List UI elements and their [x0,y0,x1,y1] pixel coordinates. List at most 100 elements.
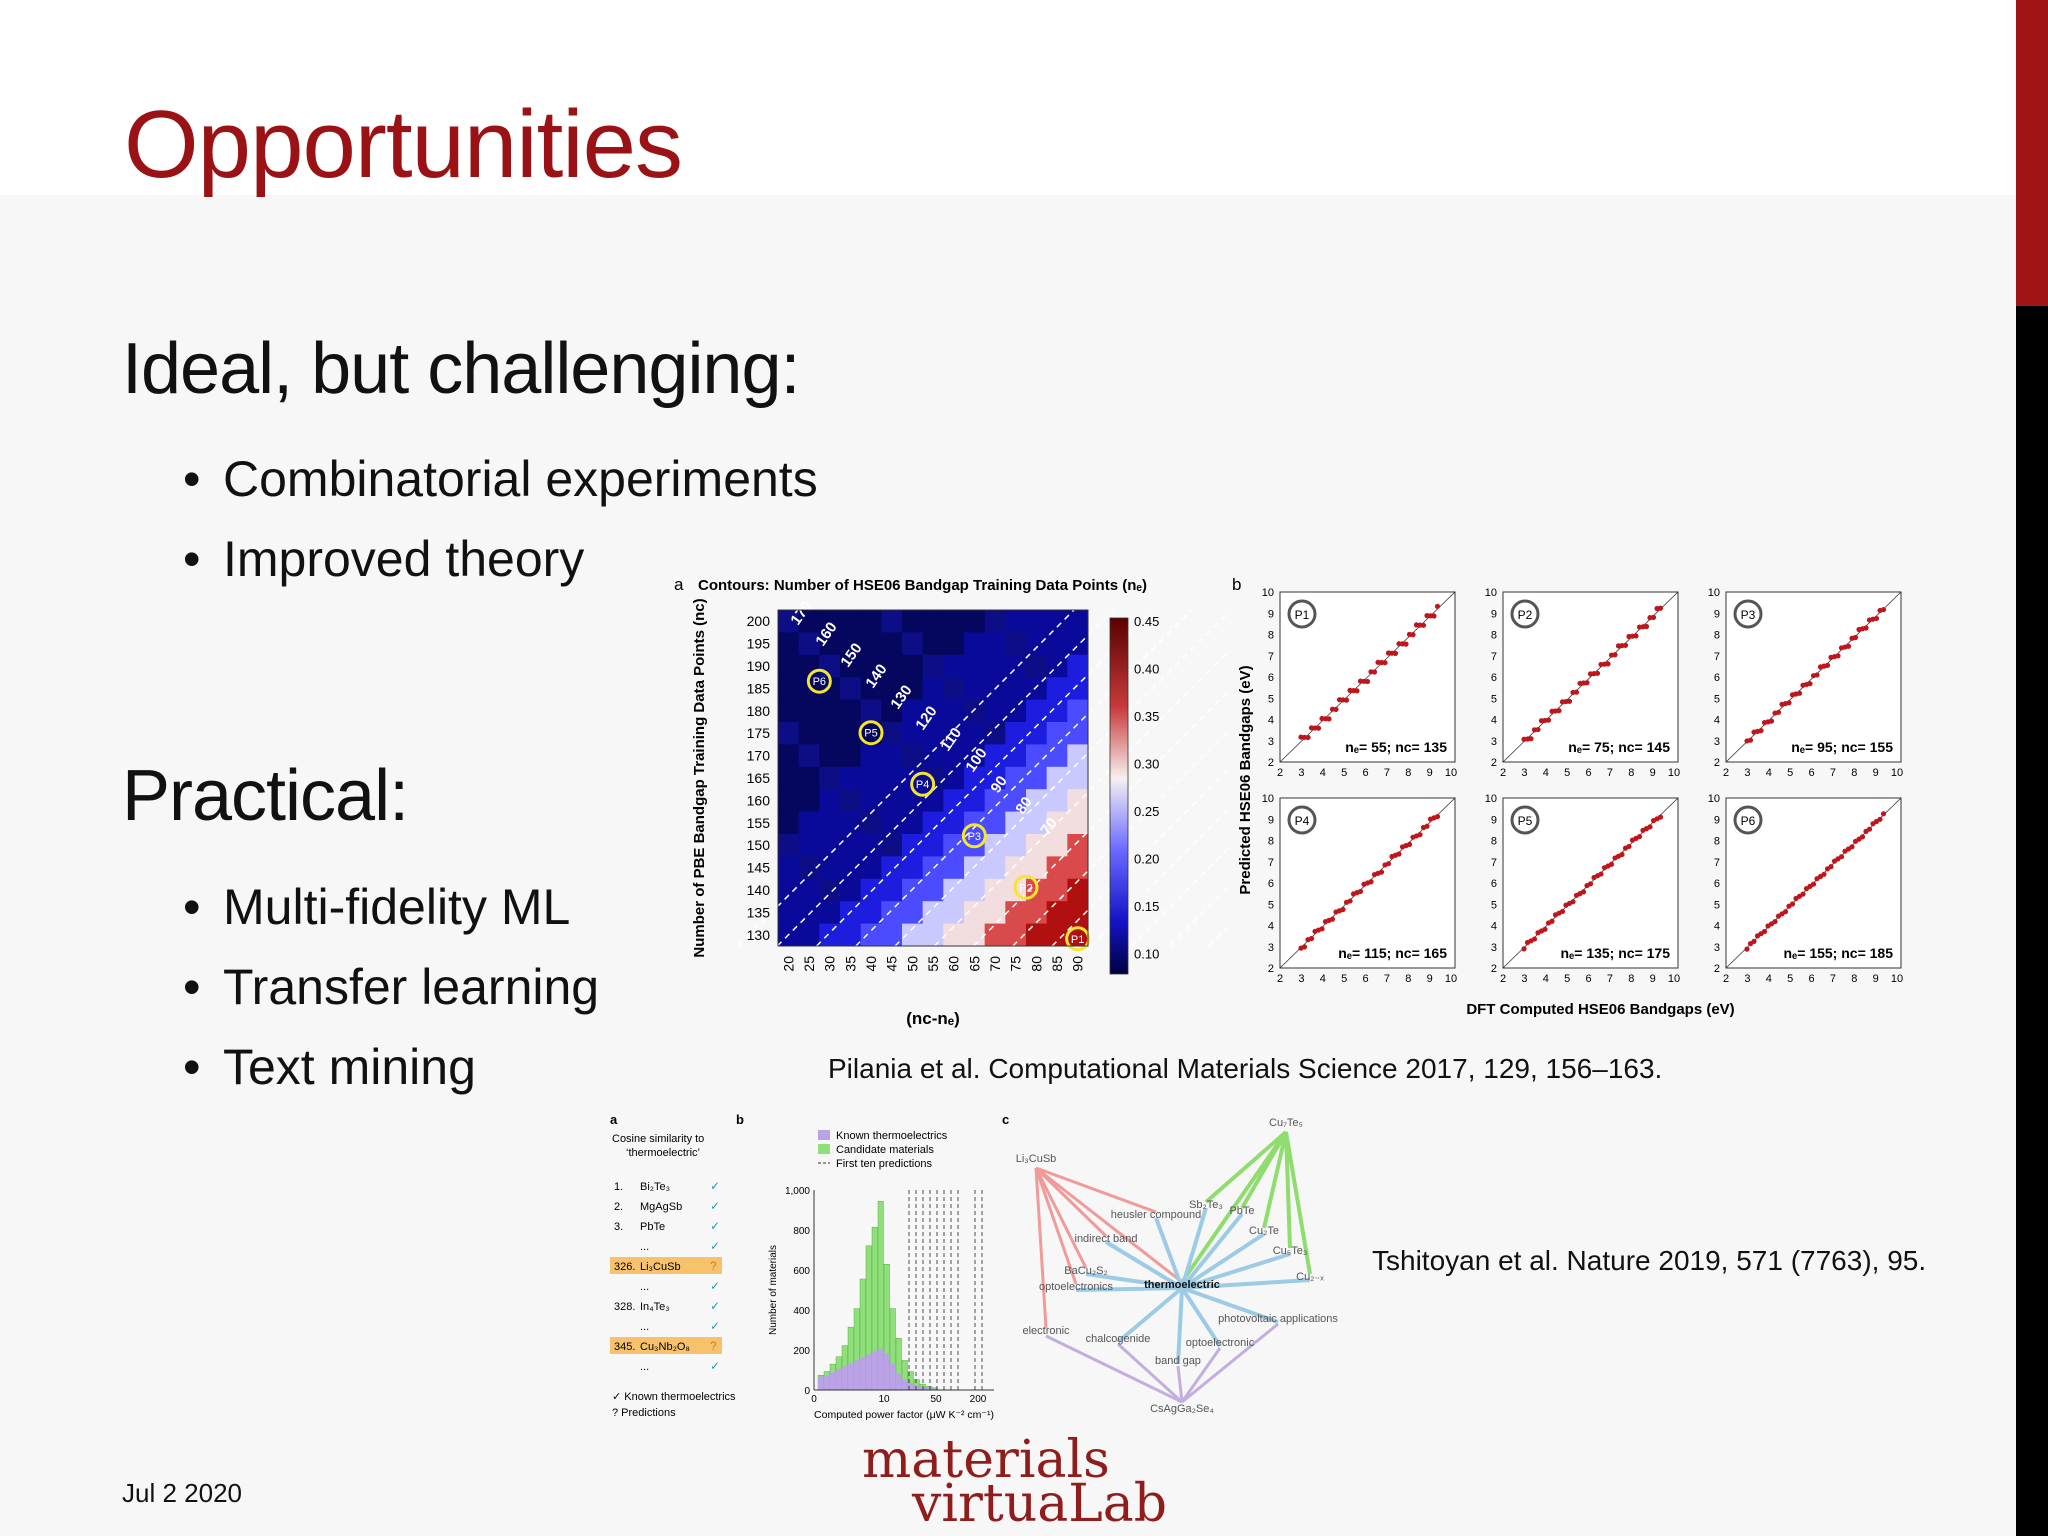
data-point [1636,834,1643,840]
data-point [1821,871,1827,877]
contour-line [1051,609,1389,947]
y-tick-label: 2 [1714,963,1720,975]
y-tick-label: 170 [747,748,771,764]
y-tick-label: 8 [1491,630,1497,642]
data-point [1880,811,1887,817]
bullet-text: Improved theory [223,531,585,587]
y-tick-label: 5 [1268,693,1274,705]
x-tick-label: 35 [842,956,858,972]
figure-heatmap: a Contours: Number of HSE06 Bandgap Train… [668,568,1546,1038]
panel-label: a [610,1112,618,1127]
x-tick-label: 8 [1405,973,1411,985]
y-tick-label: 8 [1491,836,1497,848]
network-edge [1181,1286,1279,1324]
list-material: ... [640,1281,649,1293]
y-tick-label: 7 [1491,857,1497,869]
panel-tag-circle [1510,805,1540,835]
panel-stats: nₑ= 155; nᴄ= 185 [1783,945,1893,961]
y-tick-label: 600 [793,1266,810,1277]
list-material: ... [640,1321,649,1333]
histogram-bar [890,1363,896,1390]
accent-bar [2016,0,2048,306]
data-point [1643,623,1650,630]
network-node-label: BaCu₂S₂ [1064,1265,1107,1277]
bullet-item: • Multi-fidelity ML [183,878,570,936]
heatmap-cell [984,722,1006,745]
contour-line [816,609,1154,947]
y-tick-label: 4 [1714,921,1720,933]
bullet-icon: • [183,1039,201,1095]
heatmap-cell [819,699,841,723]
heatmap-cell [984,699,1006,723]
contour-line [737,609,1075,947]
data-point [1859,834,1866,840]
heatmap-cell [798,878,820,902]
x-tick-label: 10 [1891,767,1903,779]
data-point [1838,854,1845,860]
list-mark: ✓ [710,1179,720,1193]
network-edge [1154,1217,1184,1289]
x-tick-label: 7 [1830,767,1836,779]
heatmap-cell [881,632,903,656]
x-tick-label: 4 [1320,973,1326,985]
heatmap-cell [984,878,1006,902]
heatmap-cell [943,789,965,813]
heatmap-cell [943,901,965,925]
heatmap-cell [902,722,924,745]
heatmap-cell [964,654,986,678]
legend-entry: Candidate materials [836,1144,934,1156]
x-tick-label: 2 [1500,767,1506,779]
histogram-bar [884,1353,890,1390]
heatmap-cell [1067,834,1089,857]
colorbar-tick-label: 0.45 [1134,614,1159,629]
network-node-label: Cu₅Te₃ [1273,1245,1308,1257]
x-tick-label: 85 [1049,956,1065,972]
heatmap-cell [943,834,965,857]
y-tick-label: 6 [1491,672,1497,684]
y-tick-label: 10 [1485,793,1497,805]
heatmap-cell [922,744,944,768]
data-point [1619,851,1625,858]
network-node-label: chalcogenide [1086,1333,1151,1345]
heatmap-cell [860,654,882,678]
heatmap-cell [1046,856,1068,880]
histogram-bar [824,1375,830,1390]
data-point [1747,737,1754,743]
heatmap-cell [943,699,965,723]
data-point [1772,919,1778,925]
heatmap-cell [902,699,924,723]
heatmap-cell [1026,834,1048,857]
network-node-label: indirect band [1075,1233,1138,1245]
network-edge [1034,1166,1108,1238]
bullet-icon: • [183,879,201,935]
heatmap-cell [902,677,924,701]
bullet-text: Combinatorial experiments [223,451,818,507]
data-point [1775,709,1782,715]
data-point [1845,643,1852,649]
y-tick-label: 2 [1491,757,1497,769]
contour-line [973,609,1311,947]
histogram-bar [872,1351,878,1390]
heatmap-cell [1026,766,1048,790]
panel-stats: nₑ= 55; nᴄ= 135 [1345,739,1447,755]
data-point [1810,881,1817,887]
data-point [1768,718,1775,724]
colorbar-tick-label: 0.40 [1134,662,1159,677]
logo: materials virtuaLab [862,1434,1167,1530]
panel-label: a [674,575,684,594]
network-node-label: photovoltaic applications [1218,1313,1338,1325]
heatmap-cell [881,654,903,678]
contour-label: 90 [987,773,1010,796]
heatmap-cell [964,878,986,902]
heatmap-cell [881,856,903,880]
heatmap-cell [840,744,862,768]
x-tick-label: 4 [1543,973,1549,985]
y-axis-label: Number of materials [768,1245,779,1335]
list-rank: 3. [614,1221,623,1233]
data-point [1647,824,1653,830]
heatmap-cell [1005,632,1027,656]
parity-panel: P3 nₑ= 95; nᴄ= 155 22 3 3 4 4 5 5 6 6 7 7 8 8 9 9 10 10 [1708,587,1903,779]
panel-tag-circle [1733,805,1763,835]
heatmap-cell [860,856,882,880]
heatmap-cell [840,834,862,857]
